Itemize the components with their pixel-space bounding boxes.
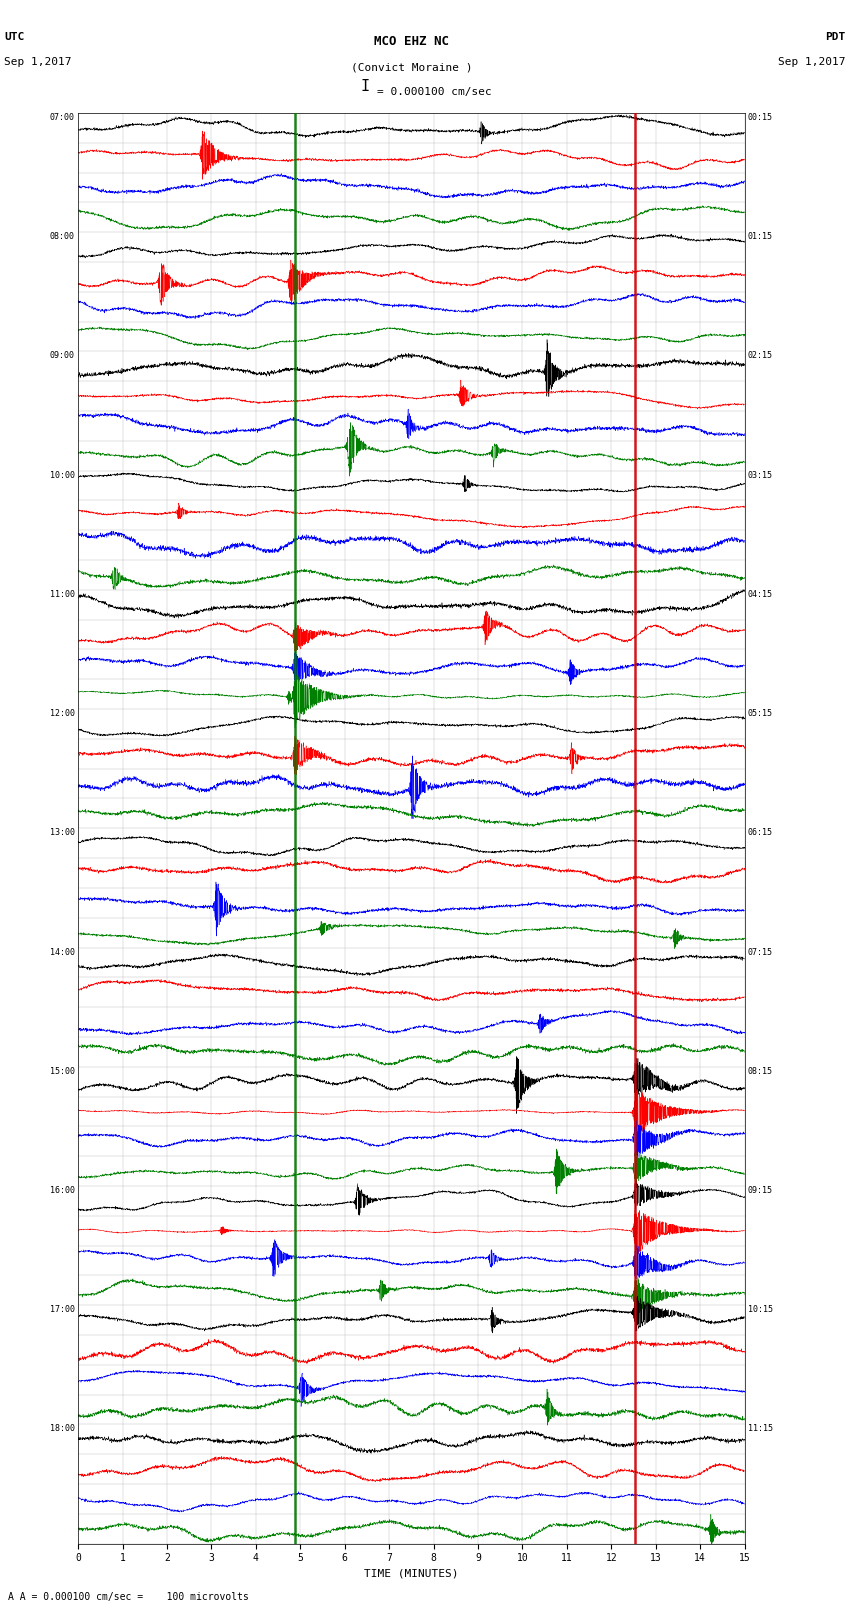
Text: 03:15: 03:15 [748, 471, 773, 479]
Text: 08:15: 08:15 [748, 1066, 773, 1076]
Text: 12:00: 12:00 [50, 710, 75, 718]
Text: (Convict Moraine ): (Convict Moraine ) [351, 63, 472, 73]
Text: 00:15: 00:15 [748, 113, 773, 123]
Text: PDT: PDT [825, 32, 846, 42]
Text: 15:00: 15:00 [50, 1066, 75, 1076]
Text: 07:15: 07:15 [748, 947, 773, 957]
Text: = 0.000100 cm/sec: = 0.000100 cm/sec [377, 87, 492, 97]
Text: 10:15: 10:15 [748, 1305, 773, 1315]
Text: 07:00: 07:00 [50, 113, 75, 123]
Text: 01:15: 01:15 [748, 232, 773, 240]
Text: MCO EHZ NC: MCO EHZ NC [374, 35, 449, 48]
Text: 16:00: 16:00 [50, 1186, 75, 1195]
Text: UTC: UTC [4, 32, 25, 42]
Text: 02:15: 02:15 [748, 352, 773, 360]
Text: 17:00: 17:00 [50, 1305, 75, 1315]
Text: 06:15: 06:15 [748, 829, 773, 837]
X-axis label: TIME (MINUTES): TIME (MINUTES) [364, 1569, 459, 1579]
Text: 09:15: 09:15 [748, 1186, 773, 1195]
Text: 09:00: 09:00 [50, 352, 75, 360]
Text: 13:00: 13:00 [50, 829, 75, 837]
Text: 04:15: 04:15 [748, 590, 773, 598]
Text: 08:00: 08:00 [50, 232, 75, 240]
Text: Sep 1,2017: Sep 1,2017 [4, 56, 71, 66]
Text: 11:15: 11:15 [748, 1424, 773, 1434]
Text: I: I [360, 79, 369, 94]
Text: 05:15: 05:15 [748, 710, 773, 718]
Text: 11:00: 11:00 [50, 590, 75, 598]
Text: A A = 0.000100 cm/sec =    100 microvolts: A A = 0.000100 cm/sec = 100 microvolts [8, 1592, 249, 1602]
Text: Sep 1,2017: Sep 1,2017 [779, 56, 846, 66]
Text: 14:00: 14:00 [50, 947, 75, 957]
Text: 10:00: 10:00 [50, 471, 75, 479]
Text: 18:00: 18:00 [50, 1424, 75, 1434]
